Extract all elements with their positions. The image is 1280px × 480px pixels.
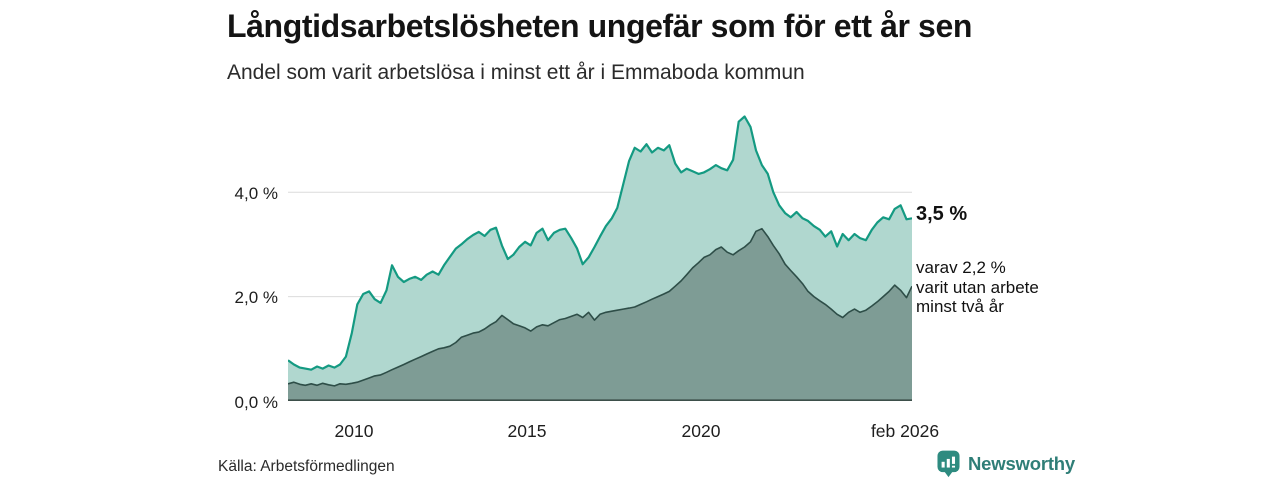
y-tick-label-0: 0,0 % — [234, 393, 278, 412]
y-tick-label-2: 2,0 % — [234, 288, 278, 307]
area-chart-plot — [288, 115, 912, 402]
x-tick-label-feb-2026: feb 2026 — [870, 421, 940, 441]
source-note: Källa: Arbetsförmedlingen — [218, 458, 395, 475]
two-year-annotation: varav 2,2 % varit utan arbete minst två … — [916, 258, 1039, 317]
x-tick-label-2020: 2020 — [681, 421, 721, 441]
total-value-annotation: 3,5 % — [916, 203, 968, 225]
two-year-line — [288, 227, 912, 387]
bar-chart-speech-bubble-icon — [937, 450, 960, 477]
x-tick-label-2010: 2010 — [334, 421, 374, 441]
newsworthy-logo: Newsworthy — [937, 449, 1075, 478]
total-line — [288, 115, 912, 371]
x-tick-label-2015: 2015 — [507, 421, 547, 441]
brand-name: Newsworthy — [968, 452, 1075, 474]
two-year-annotation-line-1: varav 2,2 % — [916, 258, 1006, 277]
two-year-annotation-line-3: minst två år — [916, 297, 1004, 316]
y-tick-label-4: 4,0 % — [234, 184, 278, 203]
chart-subtitle: Andel som varit arbetslösa i minst ett å… — [227, 61, 805, 84]
page-title: Långtidsarbetslösheten ungefär som för e… — [227, 8, 972, 44]
two-year-annotation-line-2: varit utan arbete — [916, 277, 1039, 297]
